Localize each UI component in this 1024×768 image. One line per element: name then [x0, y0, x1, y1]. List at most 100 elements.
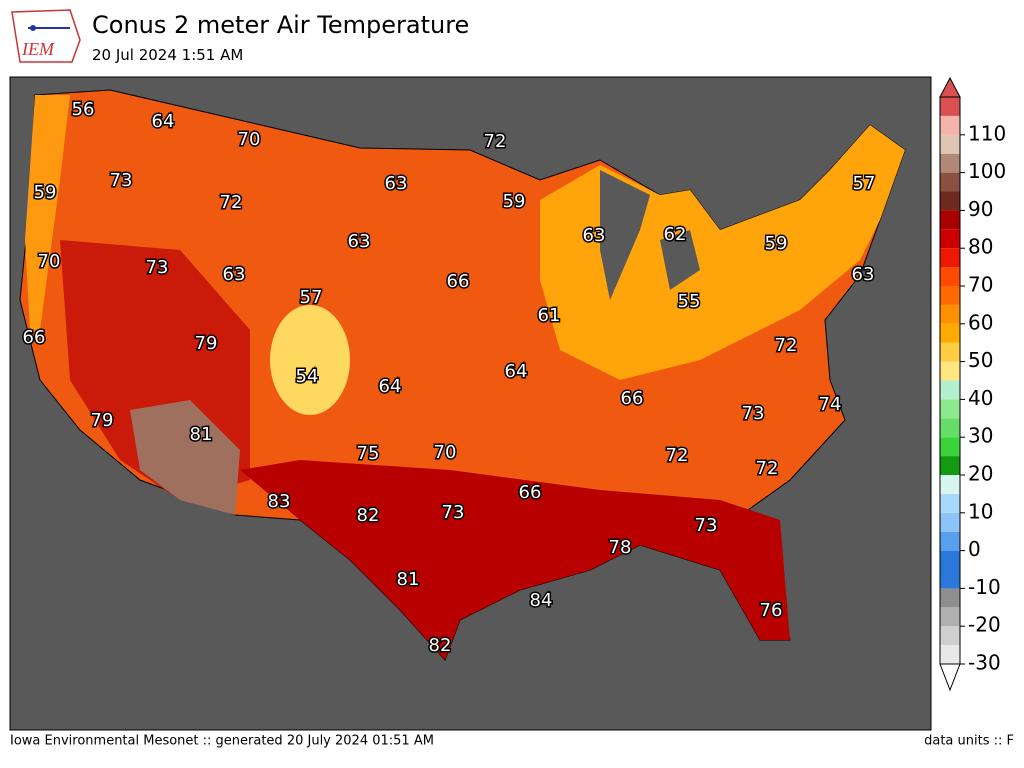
- station-value: 66: [519, 482, 542, 503]
- colorbar-band: [940, 550, 960, 570]
- station-value: 62: [664, 224, 687, 245]
- map: [9, 76, 932, 731]
- tick-label: 100: [968, 159, 1006, 183]
- colorbar-band: [940, 569, 960, 589]
- tick-label: 20: [968, 462, 993, 486]
- tick-label: -30: [968, 651, 1001, 675]
- station-value: 66: [447, 271, 470, 292]
- station-value: 64: [379, 376, 402, 397]
- lake: [660, 230, 700, 290]
- station-value: 74: [819, 394, 842, 415]
- colorbar-band: [940, 493, 960, 513]
- tick-label: 110: [968, 121, 1006, 145]
- station-value: 70: [38, 251, 61, 272]
- station-value: 59: [34, 182, 57, 203]
- station-labels: 56 64 70 72 73 63 59 72 59 57 63 62 59 63 70 73 63 66 63 57…: [21, 98, 877, 658]
- colorbar-band: [940, 512, 960, 532]
- tick-label: 10: [968, 499, 993, 523]
- colorbar-band: [940, 134, 960, 154]
- station-value: 64: [505, 361, 528, 382]
- station-value: 73: [146, 257, 169, 278]
- colorbar-band: [940, 380, 960, 400]
- station-value: 78: [609, 537, 632, 558]
- colorbar: -30 -20 -10 0 10 20 30 40 50 60 70 80 90 100 110: [939, 76, 1006, 692]
- station-value: 84: [530, 590, 553, 611]
- region-rockies: [270, 305, 350, 415]
- station-value: 55: [678, 291, 701, 312]
- station-value: 64: [152, 111, 175, 132]
- station-value: 59: [503, 191, 526, 212]
- tick-label: 0: [968, 537, 981, 561]
- station-value: 63: [385, 173, 408, 194]
- tick-label: 40: [968, 386, 993, 410]
- colorbar-band: [940, 323, 960, 343]
- station-value: 79: [91, 410, 114, 431]
- colorbar-band: [940, 210, 960, 230]
- station-value: 73: [695, 515, 718, 536]
- station-value: 63: [223, 264, 246, 285]
- station-value: 70: [434, 442, 457, 463]
- tick-label: 50: [968, 348, 993, 372]
- station-value: 56: [72, 99, 95, 120]
- tick-label: 60: [968, 310, 993, 334]
- station-value: 59: [765, 233, 788, 254]
- station-value: 57: [853, 173, 876, 194]
- colorbar-band: [940, 475, 960, 494]
- colorbar-band: [940, 531, 960, 551]
- colorbar-band: [940, 607, 960, 627]
- colorbar-band: [940, 191, 960, 211]
- colorbar-band: [940, 97, 960, 116]
- station-value: 81: [397, 569, 420, 590]
- tick-label: 70: [968, 273, 993, 297]
- station-value: 73: [110, 170, 133, 191]
- station-value: 63: [583, 225, 606, 246]
- colorbar-band: [940, 342, 960, 362]
- station-value: 57: [300, 287, 323, 308]
- colorbar-band: [940, 267, 960, 286]
- station-value: 75: [357, 443, 380, 464]
- colorbar-frame: [939, 96, 961, 665]
- colorbar-band: [940, 588, 960, 608]
- colorbar-band: [940, 399, 960, 419]
- region-coast: [25, 95, 70, 330]
- title: Conus 2 meter Air Temperature: [92, 11, 469, 39]
- colorbar-band: [940, 645, 960, 664]
- station-value: 82: [357, 505, 380, 526]
- station-value: 79: [195, 333, 218, 354]
- colorbar-band: [940, 437, 960, 457]
- station-value: 70: [238, 129, 261, 150]
- tick-label: -20: [968, 613, 1001, 637]
- footer-right: data units :: F: [924, 734, 1014, 749]
- station-value: 61: [538, 305, 561, 326]
- subtitle: 20 Jul 2024 1:51 AM: [92, 46, 243, 64]
- station-value: 73: [442, 502, 465, 523]
- station-value: 72: [666, 445, 689, 466]
- tick-label: 80: [968, 235, 993, 259]
- region-south: [240, 460, 790, 660]
- station-value: 72: [775, 335, 798, 356]
- colorbar-band: [940, 418, 960, 438]
- colorbar-band: [940, 286, 960, 305]
- station-value: 73: [742, 403, 765, 424]
- colorbar-band: [940, 456, 960, 475]
- tick-label: 90: [968, 197, 993, 221]
- footer-left: Iowa Environmental Mesonet :: generated …: [10, 734, 434, 749]
- station-value: 72: [756, 458, 779, 479]
- station-value: 81: [190, 424, 213, 445]
- station-value: 63: [852, 264, 875, 285]
- logo: IEM: [11, 9, 81, 63]
- colorbar-band: [940, 153, 960, 173]
- station-value: 63: [348, 231, 371, 252]
- station-value: 76: [760, 600, 783, 621]
- region-desert: [130, 400, 240, 515]
- station-value: 82: [429, 635, 452, 656]
- lake: [600, 170, 650, 300]
- colorbar-band: [940, 172, 960, 192]
- tick-label: -10: [968, 575, 1001, 599]
- colorbar-band: [940, 361, 960, 381]
- tick-label: 30: [968, 424, 993, 448]
- station-value: 66: [23, 327, 46, 348]
- colorbar-band: [940, 248, 960, 268]
- station-value: 66: [621, 388, 644, 409]
